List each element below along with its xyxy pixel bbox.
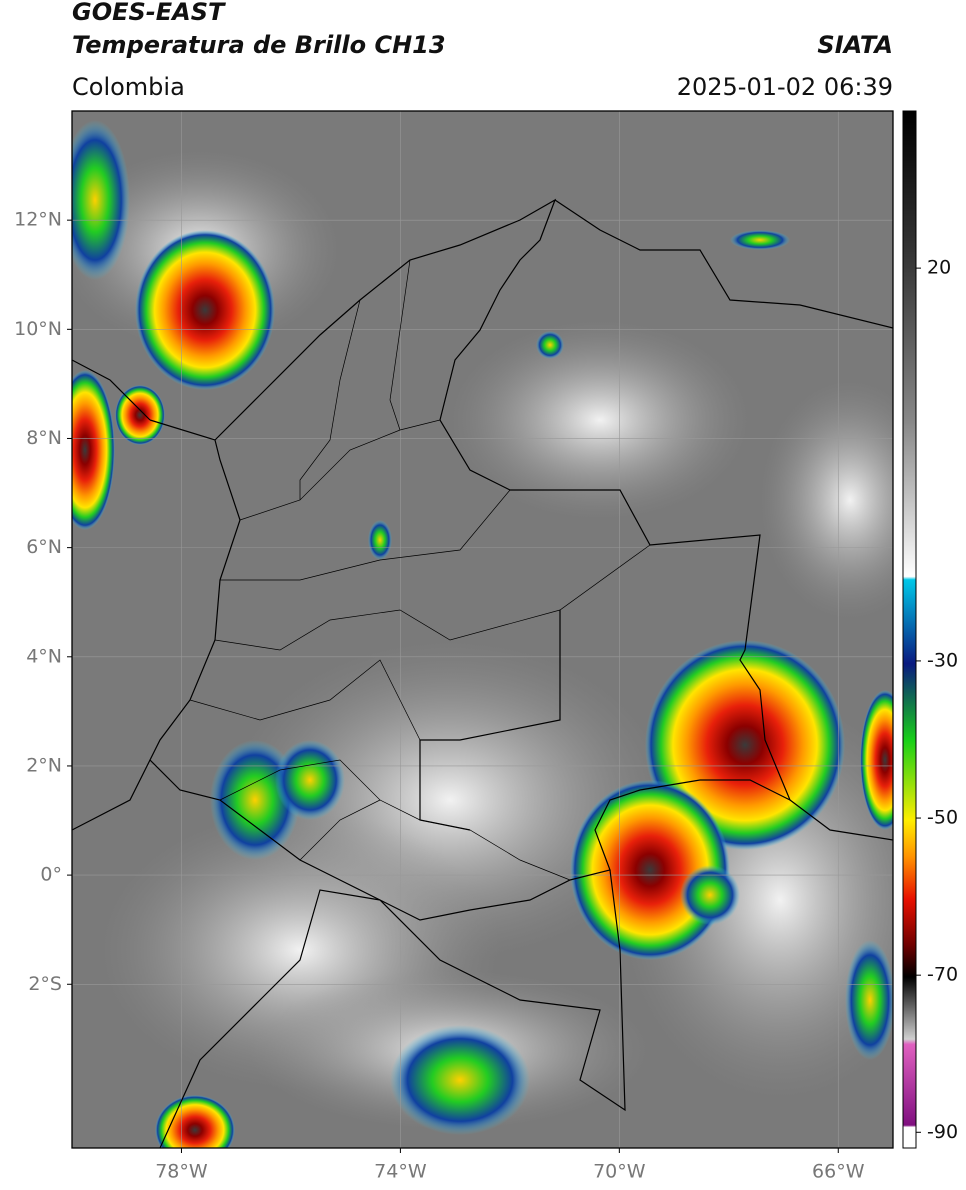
y-tick-label: 10°N bbox=[14, 318, 62, 340]
y-tick-label: 12°N bbox=[14, 209, 62, 231]
map-frame bbox=[71, 110, 894, 1149]
subtitle: Temperatura de Brillo CH13 bbox=[72, 31, 446, 59]
x-tick-label: 70°W bbox=[593, 1161, 646, 1183]
convective-cells bbox=[72, 120, 893, 1148]
y-tick-label: 8°N bbox=[26, 427, 62, 449]
x-tick-label: 78°W bbox=[155, 1161, 208, 1183]
region: Colombia bbox=[72, 73, 185, 101]
y-tick-label: 2°S bbox=[28, 973, 62, 995]
title: GOES-EAST bbox=[72, 0, 226, 26]
colorbar-tick-label: -90 bbox=[927, 1121, 958, 1143]
colorbar bbox=[902, 110, 917, 1149]
y-tick-label: 6°N bbox=[26, 536, 62, 558]
x-tick-label: 74°W bbox=[374, 1161, 427, 1183]
colorbar-tick-label: 20 bbox=[927, 257, 951, 279]
axes: 78°W 74°W 70°W 66°W 2°S 0° 2°N 4°N 6°N 8°N 10°N 12°… bbox=[14, 209, 865, 1183]
x-tick-label: 66°W bbox=[812, 1161, 865, 1183]
y-tick-label: 4°N bbox=[26, 645, 62, 667]
colorbar-tick-label: -70 bbox=[927, 964, 958, 986]
datetime: 2025-01-02 06:39 bbox=[677, 73, 893, 101]
colorbar-axis: 20 -30 -50 -70 -90 bbox=[916, 257, 958, 1143]
y-tick-label: 0° bbox=[40, 864, 62, 886]
source: SIATA bbox=[817, 31, 893, 59]
colorbar-tick-label: -50 bbox=[927, 807, 958, 829]
colorbar-tick-label: -30 bbox=[927, 649, 958, 671]
map bbox=[72, 111, 893, 1148]
borders bbox=[72, 198, 893, 1148]
y-tick-label: 2°N bbox=[26, 754, 62, 776]
